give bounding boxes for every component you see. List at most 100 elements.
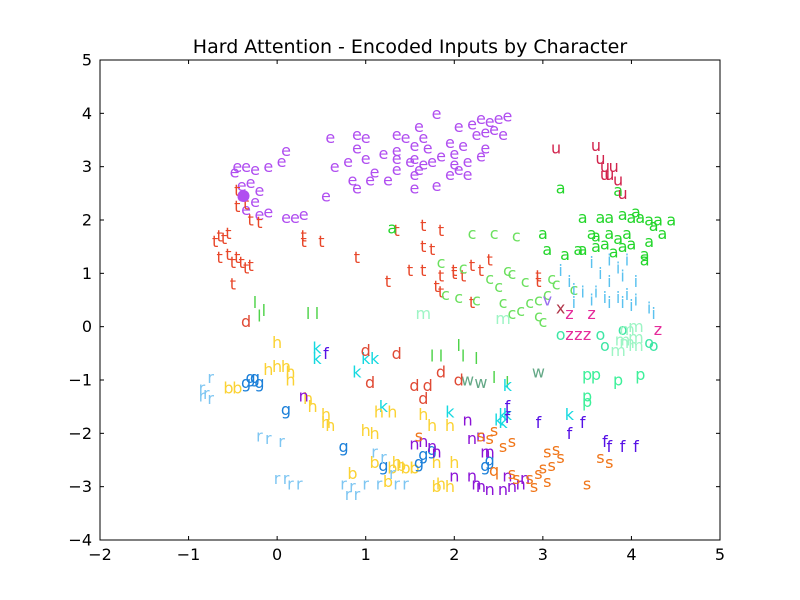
x-tick-label: 4	[626, 545, 636, 564]
point-s-4: s	[486, 429, 494, 448]
point-d-6: d	[423, 376, 433, 395]
point-c-10: c	[547, 269, 556, 288]
point-l-2: l	[257, 307, 261, 326]
point-e-51: e	[432, 176, 442, 195]
point-t-10: t	[225, 245, 231, 264]
point-k-1: k	[312, 349, 322, 368]
point-h-12: h	[374, 403, 384, 422]
point-k-8: k	[498, 405, 508, 424]
point-t-1: t	[243, 195, 249, 214]
point-t-5: t	[216, 227, 222, 246]
point-e-0: e	[432, 104, 442, 123]
point-d-8: d	[365, 373, 375, 392]
point-b-1: b	[232, 379, 242, 398]
point-s-8: s	[556, 448, 564, 467]
point-r-9: r	[283, 469, 290, 488]
point-s-18: s	[605, 453, 613, 472]
point-e-57: e	[232, 157, 242, 176]
point-t-19: t	[318, 232, 324, 251]
point-w-2: w	[461, 371, 474, 390]
point-u-7: u	[618, 184, 628, 203]
x-tick-label: 5	[715, 545, 725, 564]
point-c-6: c	[503, 261, 512, 280]
point-e-37: e	[414, 160, 424, 179]
point-b-10: b	[432, 477, 442, 496]
point-f-8: f	[633, 437, 639, 456]
point-m-7: m	[610, 341, 626, 360]
point-a-0: a	[387, 219, 397, 238]
y-tick-label: 1	[82, 264, 92, 283]
point-s-10: s	[539, 459, 547, 478]
point-a-30: a	[591, 227, 601, 246]
axes-frame	[99, 59, 721, 541]
point-z-0: z	[565, 304, 573, 323]
point-m-4: m	[619, 333, 635, 352]
point-h-20: h	[449, 453, 459, 472]
point-h-3: h	[281, 357, 291, 376]
point-e-5: e	[494, 109, 504, 128]
point-b-8: b	[396, 456, 406, 475]
point-e-31: e	[436, 147, 446, 166]
point-s-15: s	[530, 477, 538, 496]
point-t-22: t	[420, 216, 426, 235]
point-n-6: n	[467, 429, 477, 448]
point-a-12: a	[653, 211, 663, 230]
point-u-5: u	[609, 157, 619, 176]
point-d-2: d	[392, 344, 402, 363]
point-f-9: f	[505, 397, 511, 416]
point-e-49: e	[352, 179, 362, 198]
point-f-7: f	[620, 437, 626, 456]
point-c-23: c	[570, 280, 579, 299]
point-h-18: h	[392, 453, 402, 472]
point-e-14: e	[361, 128, 371, 147]
point-k-4: k	[352, 363, 362, 382]
point-e-11: e	[414, 117, 424, 136]
x-tick-label: 3	[538, 545, 548, 564]
point-n-9: n	[485, 443, 495, 462]
point-l-8: l	[461, 347, 465, 366]
point-a-9: a	[631, 203, 641, 222]
point-a-7: a	[618, 205, 628, 224]
point-l-6: l	[439, 347, 443, 366]
point-o-2: o	[618, 320, 628, 339]
point-e-42: e	[463, 165, 473, 184]
point-l-4: l	[315, 304, 319, 323]
point-a-11: a	[644, 211, 654, 230]
point-m-8: m	[628, 328, 644, 347]
point-l-0: l	[253, 293, 257, 312]
point-t-17: t	[301, 227, 307, 246]
point-a-8: a	[626, 208, 636, 227]
point-i-3: i	[572, 293, 576, 312]
point-u-8: u	[600, 165, 610, 184]
point-i-1: i	[567, 272, 571, 291]
point-e-54: e	[263, 157, 273, 176]
point-l-1: l	[262, 301, 266, 320]
point-t-0: t	[234, 181, 240, 200]
point-e-3: e	[476, 109, 486, 128]
point-a-20: a	[587, 224, 597, 243]
point-l-3: l	[306, 304, 310, 323]
point-t-20: t	[354, 248, 360, 267]
point-r-13: r	[349, 477, 356, 496]
point-e-48: e	[347, 171, 357, 190]
point-e-32: e	[427, 152, 437, 171]
point-h-0: h	[272, 333, 282, 352]
point-x-0: x	[556, 299, 565, 318]
point-u-4: u	[604, 165, 614, 184]
point-g-4: g	[281, 400, 291, 419]
point-r-22: r	[402, 475, 409, 494]
point-g-1: g	[241, 373, 251, 392]
point-i-4: i	[580, 283, 584, 302]
point-z-4: z	[574, 325, 582, 344]
point-k-6: k	[503, 376, 513, 395]
point-p-1: p	[591, 365, 601, 384]
point-d-0: d	[241, 312, 251, 331]
point-m-3: m	[628, 317, 644, 336]
point-e-27: e	[352, 139, 362, 158]
point-i-2: i	[572, 280, 576, 299]
point-r-16: r	[345, 485, 352, 504]
point-e-64: e	[241, 200, 251, 219]
point-t-33: t	[460, 267, 466, 286]
point-r-0: r	[207, 368, 214, 387]
point-r-3: r	[207, 389, 214, 408]
